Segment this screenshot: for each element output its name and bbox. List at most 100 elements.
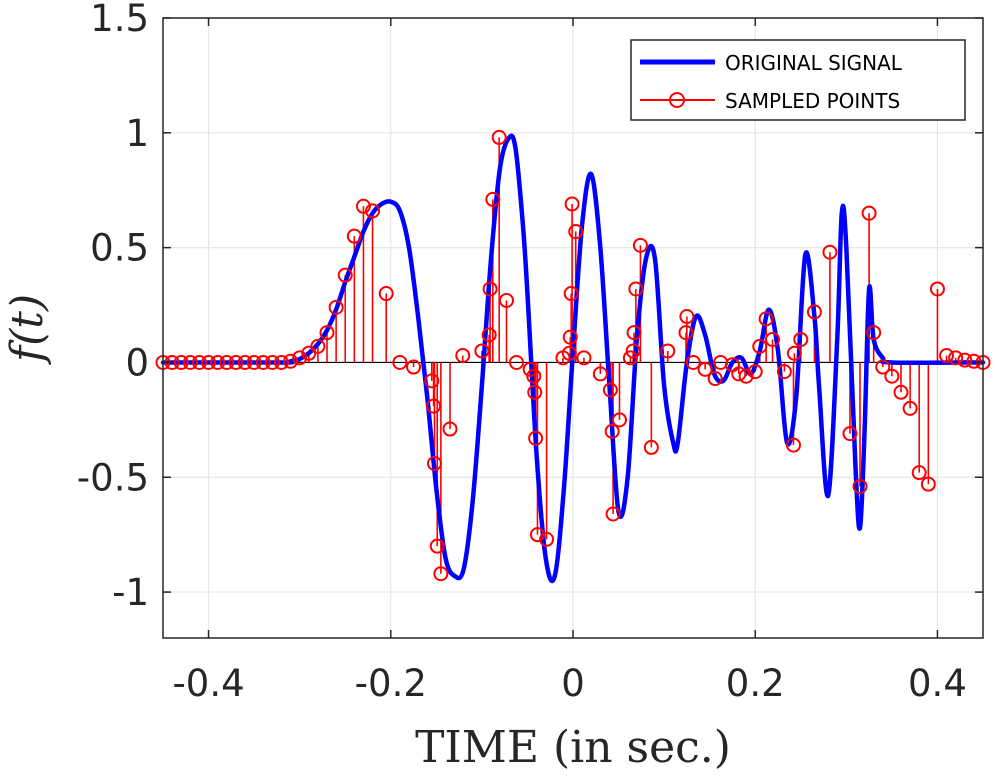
sample-point: [485, 191, 501, 207]
sample-point: [884, 368, 900, 384]
sample-point: [283, 353, 299, 369]
sample-point: [173, 354, 189, 370]
sample-point: [875, 359, 891, 375]
sample-point: [498, 292, 514, 308]
sample-point: [255, 354, 271, 370]
sample-point: [509, 354, 525, 370]
sample-point: [893, 384, 909, 400]
sample-point: [785, 437, 801, 453]
sample-point: [406, 359, 422, 375]
sample-point: [622, 350, 638, 366]
sample-point: [481, 327, 497, 343]
sample-point: [852, 478, 868, 494]
sample-point: [592, 366, 608, 382]
sample-point: [491, 129, 507, 145]
sample-point: [685, 354, 701, 370]
sample-point: [426, 398, 442, 414]
sample-point: [310, 338, 326, 354]
sample-point: [660, 343, 676, 359]
sampled-markers: [155, 129, 991, 582]
sample-point: [433, 566, 449, 582]
y-tick-label: -0.5: [77, 456, 149, 499]
sample-point: [911, 465, 927, 481]
sample-point: [219, 354, 235, 370]
sample-point: [842, 426, 858, 442]
x-tick-label: -0.2: [355, 662, 427, 705]
sample-point: [939, 348, 955, 364]
sample-point: [628, 281, 644, 297]
sample-point: [442, 421, 458, 437]
y-axis-ticks: -1 -0.5 0 0.5 1 1.5: [77, 0, 983, 614]
sample-point: [707, 371, 723, 387]
y-tick-label: 0.5: [90, 227, 149, 270]
sample-point: [758, 311, 774, 327]
sample-point: [697, 361, 713, 377]
sample-point: [957, 352, 973, 368]
y-tick-label: 1: [125, 112, 149, 155]
sample-point: [346, 228, 362, 244]
sample-point: [482, 281, 498, 297]
sample-point: [355, 198, 371, 214]
x-axis-ticks: -0.4 -0.2 0 0.2 0.4: [172, 18, 967, 705]
y-tick-label: -1: [112, 571, 149, 614]
original-signal-line: [160, 133, 986, 584]
sample-point: [246, 354, 262, 370]
sample-point: [568, 224, 584, 240]
sample-point: [678, 325, 694, 341]
sample-point: [228, 354, 244, 370]
sample-point: [786, 345, 802, 361]
legend-label-sampled: SAMPLED POINTS: [725, 89, 900, 113]
sample-point: [602, 382, 618, 398]
sample-point: [738, 368, 754, 384]
y-axis-label: f(t): [2, 294, 53, 365]
x-tick-label: 0: [561, 662, 585, 705]
x-tick-label: 0.4: [908, 662, 967, 705]
sample-point: [625, 343, 641, 359]
legend-box: [630, 39, 966, 121]
sample-point: [427, 455, 443, 471]
sample-point: [679, 309, 695, 325]
sample-point: [526, 368, 542, 384]
y-tick-label: 0: [125, 341, 149, 384]
x-tick-label: -0.4: [172, 662, 244, 705]
sample-point: [747, 364, 763, 380]
sample-point: [822, 244, 838, 260]
sample-point: [429, 538, 445, 554]
sample-point: [765, 331, 781, 347]
sample-point: [611, 412, 627, 428]
sample-point: [632, 237, 648, 253]
y-tick-label: 1.5: [90, 0, 149, 40]
sample-point: [210, 354, 226, 370]
sample-point: [264, 354, 280, 370]
sample-point: [731, 366, 747, 382]
sample-point: [564, 196, 580, 212]
sample-point: [182, 354, 198, 370]
sample-point: [201, 354, 217, 370]
sample-point: [920, 476, 936, 492]
sample-point: [561, 345, 577, 361]
sample-point: [319, 325, 335, 341]
sample-point: [576, 350, 592, 366]
sample-point: [328, 299, 344, 315]
series-layer: [155, 129, 991, 584]
sample-point: [539, 531, 555, 547]
sample-point: [237, 354, 253, 370]
sample-point: [392, 354, 408, 370]
legend-label-original: ORIGINAL SIGNAL: [725, 51, 903, 75]
legend: ORIGINAL SIGNAL SAMPLED POINTS: [630, 39, 966, 121]
sample-point: [455, 348, 471, 364]
sample-point: [776, 364, 792, 380]
sample-point: [929, 281, 945, 297]
sample-point: [626, 325, 642, 341]
sample-point: [527, 384, 543, 400]
sample-point: [966, 353, 982, 369]
sample-point: [474, 343, 490, 359]
sample-point: [563, 286, 579, 302]
sample-point: [902, 400, 918, 416]
x-tick-label: 0.2: [726, 662, 785, 705]
sample-point: [378, 286, 394, 302]
sample-point: [605, 506, 621, 522]
sample-point: [806, 304, 822, 320]
sample-point: [861, 205, 877, 221]
